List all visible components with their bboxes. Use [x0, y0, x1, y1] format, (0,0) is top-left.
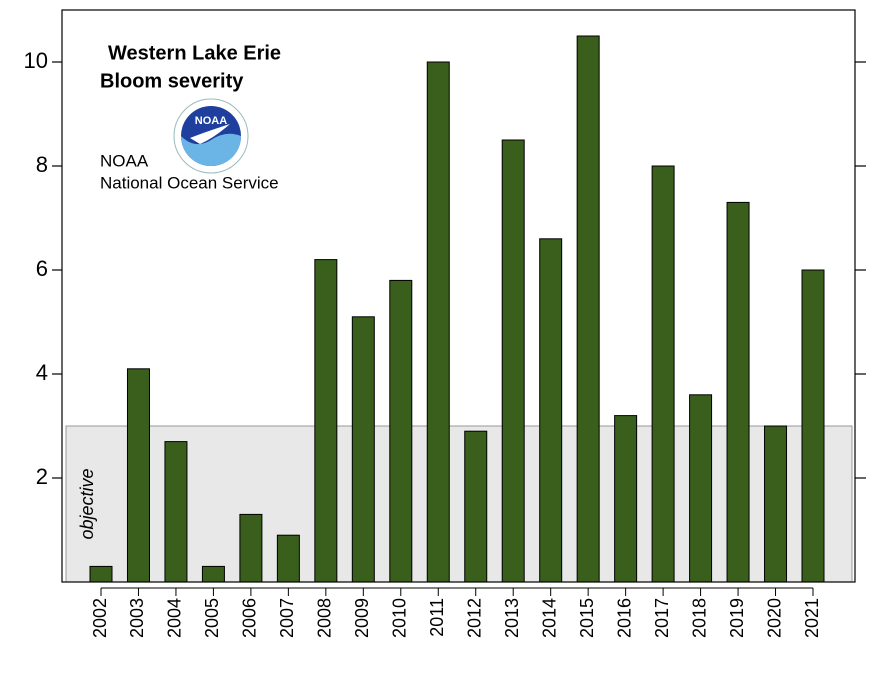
bar: [351, 316, 375, 583]
bar: [389, 279, 413, 583]
x-tick-label: 2010: [390, 598, 410, 638]
x-tick-label: 2006: [240, 598, 260, 638]
y-tick-label: 4: [36, 360, 48, 385]
bar: [276, 534, 300, 583]
bar: [314, 259, 338, 583]
bar: [764, 425, 788, 583]
x-tick-label: 2013: [502, 598, 522, 638]
x-tick-label: 2009: [352, 598, 372, 638]
y-tick-label: 6: [36, 256, 48, 281]
logo: NOAA: [173, 98, 249, 174]
x-tick-label: 2011: [427, 598, 447, 637]
chart-title: Western Lake Erie: [108, 42, 281, 64]
x-tick-label: 2004: [165, 598, 185, 638]
bar: [239, 513, 263, 583]
x-tick-label: 2008: [315, 598, 335, 638]
x-tick-label: 2007: [277, 598, 297, 638]
bar: [464, 430, 488, 583]
x-tick-label: 2018: [689, 598, 709, 638]
logo-wave: [181, 133, 241, 166]
x-tick-label: 2020: [764, 598, 784, 638]
y-tick-label: 10: [24, 48, 48, 73]
bar: [689, 394, 713, 583]
logo-bird: [190, 124, 230, 144]
x-tick-label: 2017: [652, 598, 672, 638]
x-tick-label: 2014: [539, 598, 559, 638]
x-tick-label: 2012: [464, 598, 484, 638]
bar: [201, 565, 225, 583]
objective-label: objective: [77, 468, 97, 539]
bar: [126, 368, 150, 583]
source-label: NOAA: [100, 151, 149, 170]
x-tick-label: 2021: [802, 598, 822, 638]
x-tick-label: 2016: [614, 598, 634, 638]
y-tick-label: 8: [36, 152, 48, 177]
x-tick-label: 2003: [127, 598, 147, 638]
bar: [801, 269, 825, 583]
source-label: National Ocean Service: [100, 173, 279, 192]
bar: [726, 201, 750, 583]
bar: [89, 565, 113, 583]
x-tick-label: 2002: [90, 598, 110, 638]
x-tick-label: 2015: [577, 598, 597, 638]
plot: objective 2 4 6 8 10 2002 2003 2004 2005 2006 2007 2…: [24, 9, 866, 638]
bar: [501, 139, 525, 583]
bar: [576, 35, 600, 583]
bar: [426, 61, 450, 583]
y-tick-label: 2: [36, 464, 48, 489]
x-tick-label: 2005: [202, 598, 222, 638]
bar: [164, 441, 188, 583]
plot-frame: [61, 9, 856, 583]
objective-band: [65, 425, 853, 583]
bar: [539, 238, 563, 583]
bar: [614, 415, 638, 583]
logo-text: NOAA: [195, 115, 227, 127]
chart-subtitle: Bloom severity: [100, 70, 244, 92]
bar: [651, 165, 675, 583]
x-tick-label: 2019: [727, 598, 747, 638]
